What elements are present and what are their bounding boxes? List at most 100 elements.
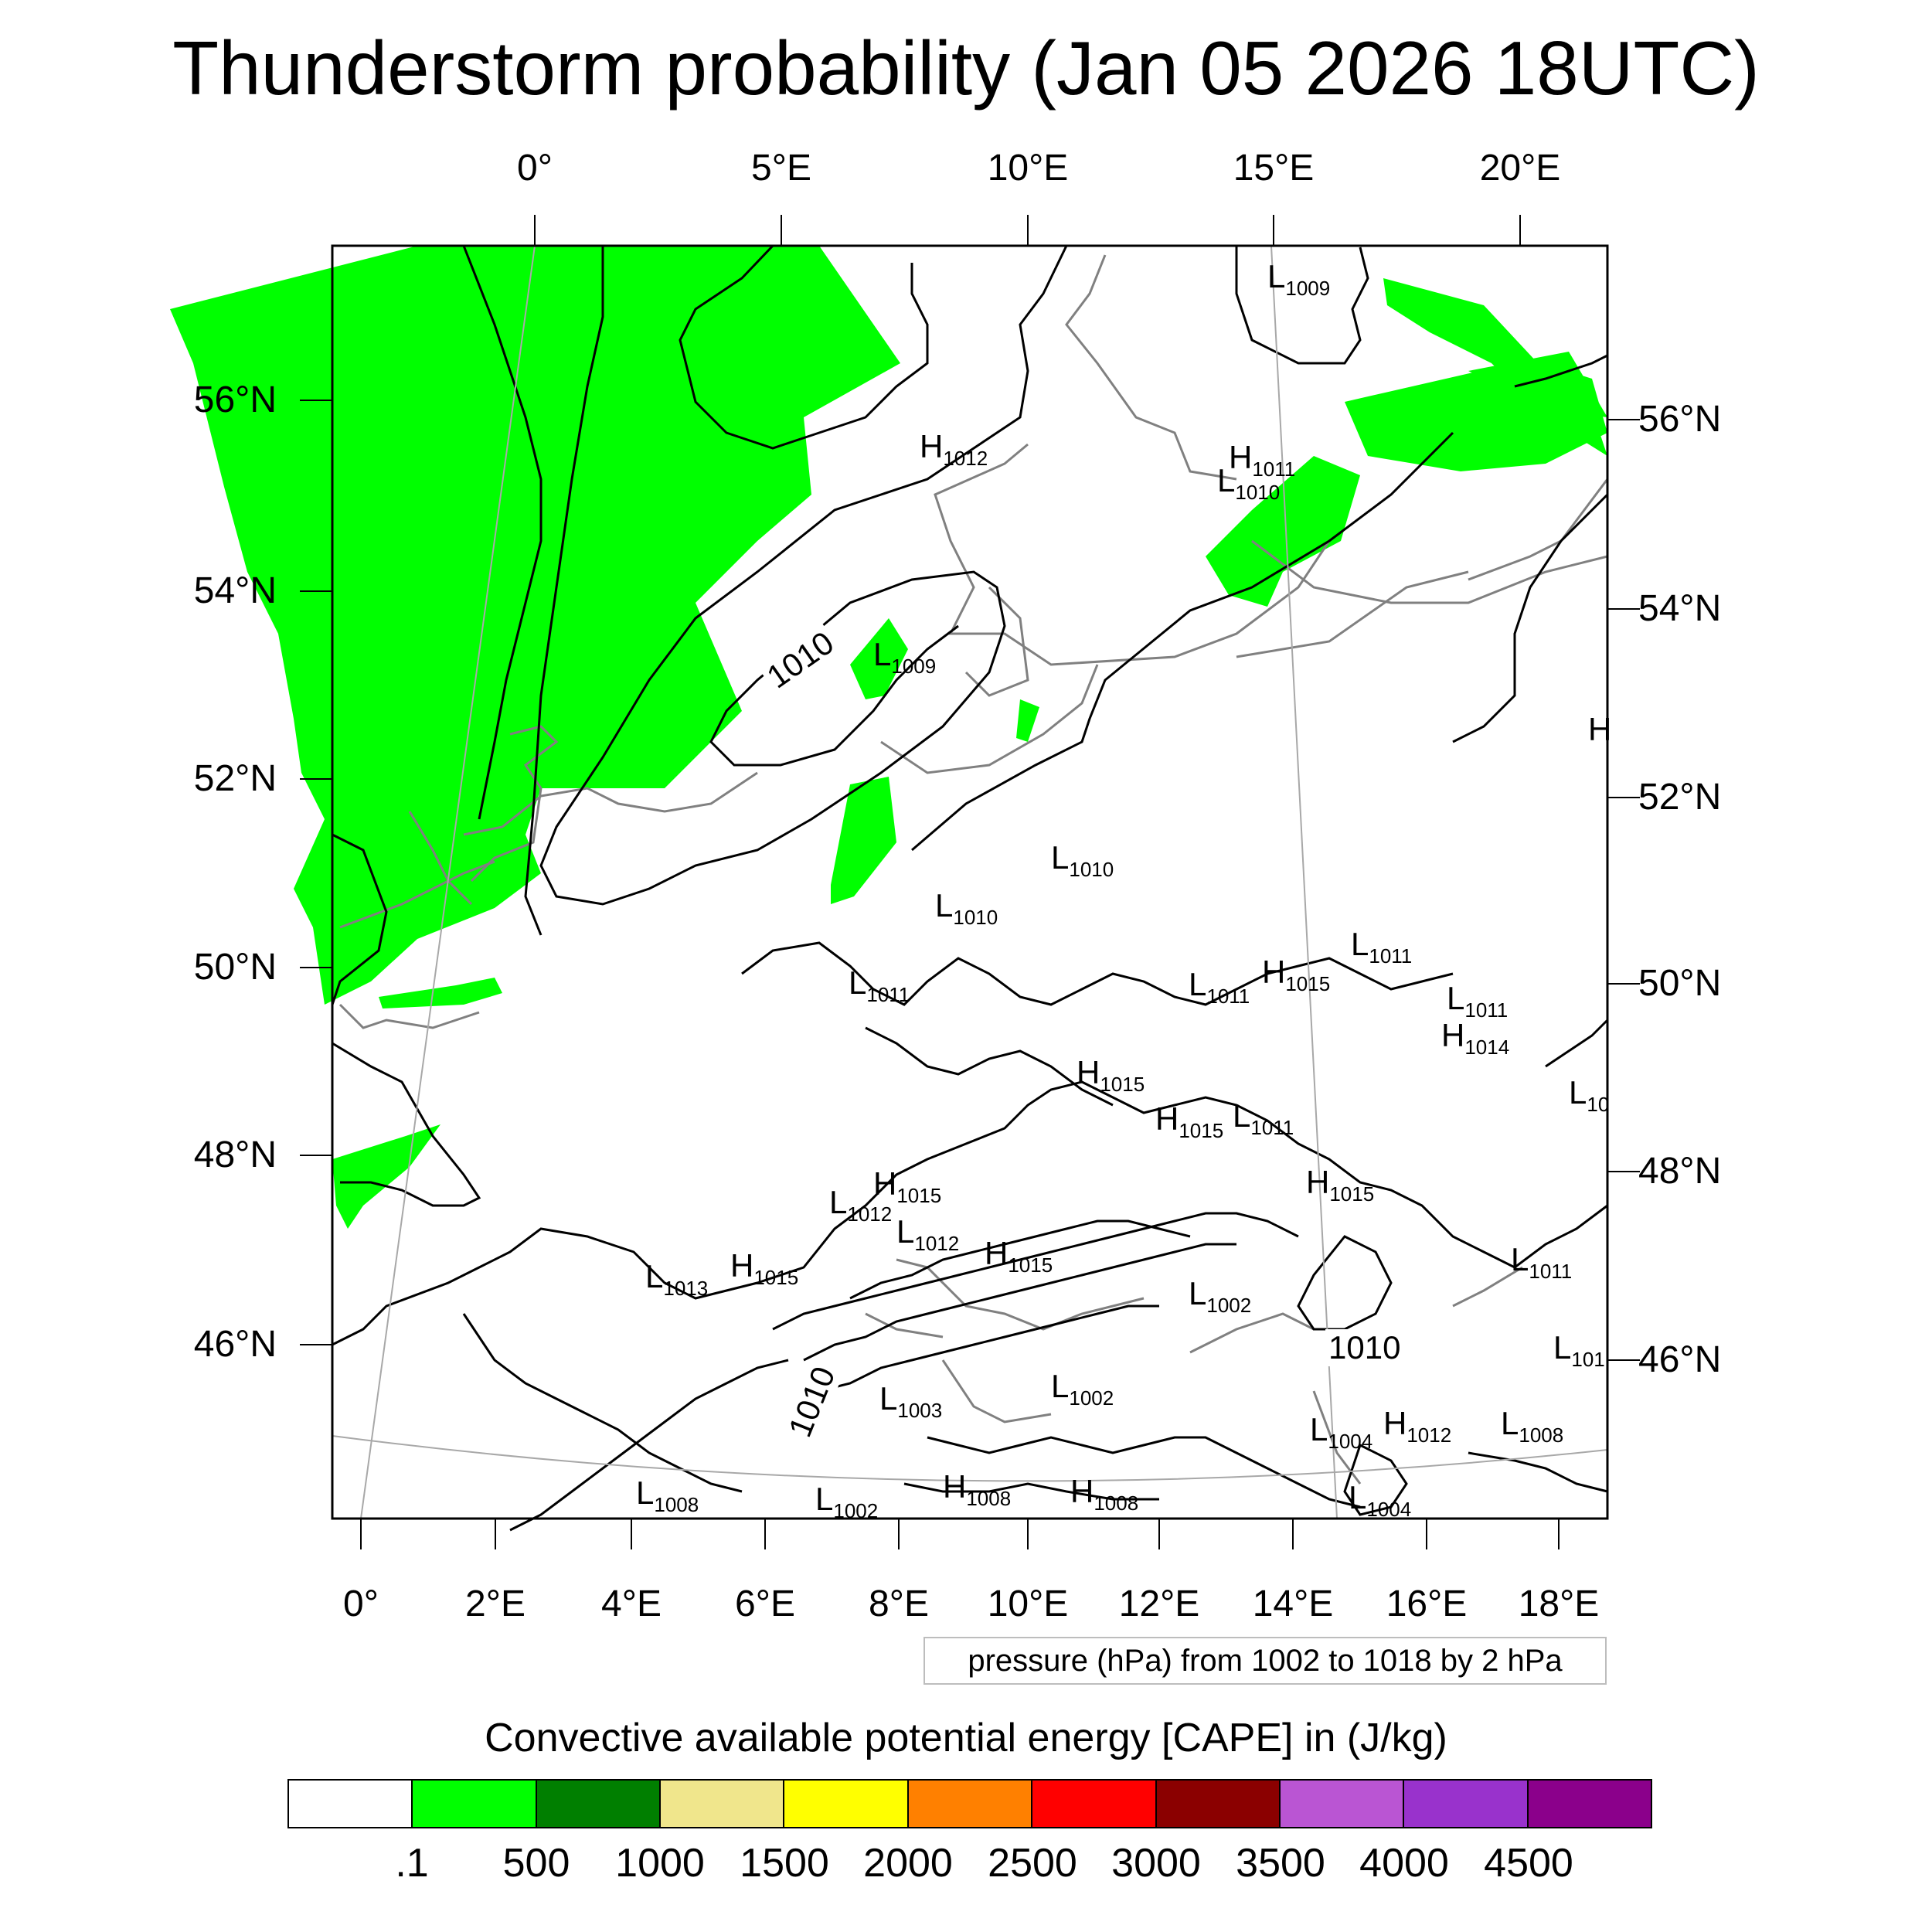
cape-area-channel (379, 978, 502, 1009)
lat-label-right-48n: 48°N (1638, 1151, 1722, 1192)
isobars (331, 244, 1609, 1532)
lat-label-left-52n: 52°N (193, 758, 277, 799)
pressure-center: H1015 (730, 1247, 799, 1290)
pressure-center: L1009 (873, 636, 937, 679)
pressure-center: L1002 (815, 1481, 879, 1523)
cape-area-south-scandinavia (1206, 456, 1360, 607)
lat-label-right-52n: 52°N (1638, 777, 1722, 818)
lon-label-bottom-14e: 14°E (1252, 1583, 1334, 1624)
lon-label-top-10e: 10°E (987, 148, 1069, 189)
pressure-center: L1011 (1351, 926, 1413, 968)
pressure-center: L1012 (896, 1213, 960, 1256)
lon-label-top-15e: 15°E (1233, 148, 1315, 189)
colorbar-label: 4000 (1359, 1841, 1449, 1886)
colorbar (287, 1779, 1652, 1828)
pressure-center: L1012 (829, 1184, 893, 1226)
cape-area-north-sea (170, 246, 900, 1005)
colorbar-label: .1 (395, 1841, 429, 1886)
pressure-center: L1004 (1310, 1411, 1373, 1454)
colorbar-box (908, 1781, 1033, 1827)
lon-label-bottom-16e: 16°E (1386, 1583, 1468, 1624)
legend-title: Convective available potential energy [C… (485, 1716, 1447, 1760)
lon-label-bottom-6e: 6°E (735, 1583, 795, 1624)
pressure-center: L1011 (1511, 1241, 1573, 1284)
lat-label-right-56n: 56°N (1638, 399, 1722, 440)
lat-label-left-56n: 56°N (193, 379, 277, 420)
cape-area-rhineland (831, 777, 896, 904)
lon-label-top-5e: 5°E (751, 148, 811, 189)
colorbar-label: 500 (502, 1841, 570, 1886)
cape-area-small-2 (1016, 699, 1039, 742)
colorbar-box (1280, 1781, 1405, 1827)
pressure-center: L1002 (1051, 1368, 1114, 1410)
pressure-center: H (1588, 711, 1612, 747)
lat-label-left-54n: 54°N (193, 570, 277, 611)
lon-label-top-0: 0° (517, 148, 553, 189)
lat-label-left-48n: 48°N (193, 1134, 277, 1175)
coastlines (338, 254, 1609, 1485)
colorbar-label: 1500 (740, 1841, 829, 1886)
contour-info-box: pressure (hPa) from 1002 to 1018 by 2 hP… (923, 1637, 1607, 1685)
lat-label-right-46n: 46°N (1638, 1339, 1722, 1380)
pressure-center: H1015 (873, 1165, 942, 1208)
cape-area-east-denmark (850, 618, 908, 699)
pressure-center: L1010 (1051, 839, 1114, 882)
pressure-center: L1010 (1217, 462, 1281, 505)
lon-label-bottom-10e: 10°E (987, 1583, 1069, 1624)
colorbar-label: 3000 (1111, 1841, 1201, 1886)
colorbar-box (1404, 1781, 1529, 1827)
pressure-center: L1013 (645, 1258, 709, 1301)
colorbar-box (1528, 1781, 1651, 1827)
pressure-center: H1014 (1441, 1017, 1510, 1060)
cape-area-ne (1468, 352, 1607, 417)
map-frame (331, 244, 1609, 1520)
lat-label-right-54n: 54°N (1638, 588, 1722, 629)
pressure-center: H1015 (985, 1235, 1053, 1277)
pressure-center: L1008 (1501, 1405, 1564, 1447)
pressure-center: L1011 (1189, 966, 1250, 1009)
pressure-center: L1003 (879, 1380, 943, 1423)
lat-label-right-50n: 50°N (1638, 963, 1722, 1004)
colorbar-label: 2000 (863, 1841, 953, 1886)
pressure-center: H1015 (1306, 1164, 1375, 1206)
pressure-center: L10 (1569, 1074, 1610, 1117)
lon-label-bottom-18e: 18°E (1518, 1583, 1600, 1624)
colorbar-label: 1000 (615, 1841, 705, 1886)
lat-label-left-50n: 50°N (193, 947, 277, 988)
colorbar-box (1032, 1781, 1157, 1827)
pressure-center: H1011 (1229, 439, 1296, 481)
graticule (332, 245, 1608, 1519)
lon-label-bottom-12e: 12°E (1118, 1583, 1200, 1624)
pressure-center: H1012 (1383, 1405, 1452, 1447)
pressure-center: L1009 (1267, 258, 1331, 301)
pressure-center: H1008 (1070, 1473, 1139, 1515)
colorbar-label: 3500 (1236, 1841, 1325, 1886)
pressure-center: H1012 (920, 428, 988, 471)
lon-label-bottom-4e: 4°E (601, 1583, 662, 1624)
colorbar-box (784, 1781, 909, 1827)
map-frame-ticks (300, 215, 1640, 1549)
pressure-center: H1015 (1155, 1100, 1224, 1143)
pressure-center: L1008 (636, 1475, 699, 1517)
lon-label-bottom-2e: 2°E (465, 1583, 526, 1624)
pressure-center: H1015 (1262, 954, 1331, 996)
lat-label-left-46n: 46°N (193, 1324, 277, 1365)
lon-label-bottom-0: 0° (343, 1583, 379, 1624)
pressure-center: L1011 (849, 964, 910, 1007)
pressure-center: L1004 (1349, 1479, 1412, 1522)
colorbar-label: 2500 (988, 1841, 1077, 1886)
pressure-center: L1011 (1447, 980, 1509, 1022)
pressure-center: H1015 (1077, 1054, 1145, 1097)
pressure-center: L101 (1553, 1329, 1605, 1372)
colorbar-box (536, 1781, 662, 1827)
lon-label-top-20e: 20°E (1479, 148, 1561, 189)
colorbar-box (413, 1781, 537, 1827)
chart-title: Thunderstorm probability (Jan 05 2026 18… (172, 26, 1760, 111)
lon-label-bottom-8e: 8°E (869, 1583, 929, 1624)
colorbar-box (661, 1781, 785, 1827)
colorbar-box (289, 1781, 413, 1827)
isobar-label: 1010 (1325, 1329, 1404, 1366)
colorbar-box (1156, 1781, 1281, 1827)
pressure-center: L1002 (1189, 1275, 1252, 1318)
